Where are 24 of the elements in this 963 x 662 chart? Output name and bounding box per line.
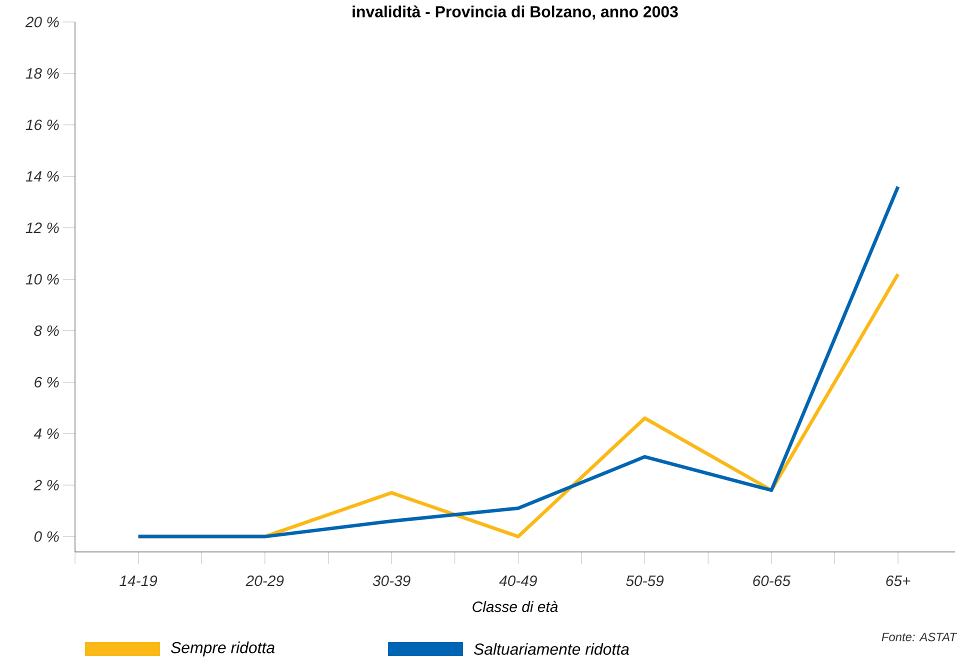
x-tick-label: 65+ (886, 576, 910, 586)
x-tick-label: 20-29 (246, 576, 284, 586)
x-tick-label: 30-39 (372, 576, 410, 586)
source-note: Fonte: ASTAT (882, 632, 958, 642)
legend-label: Sempre ridotta (170, 642, 274, 656)
y-tick-label: 2 % (34, 480, 59, 490)
chart-title: invalidità - Provincia di Bolzano, anno 2003 (352, 6, 678, 20)
y-tick-label: 6 % (34, 376, 59, 388)
x-tick-label: 40-49 (499, 576, 537, 586)
x-axis-title: Classe di età (472, 600, 558, 612)
y-tick-label: 14 % (26, 171, 59, 182)
y-tick-label: 8 % (34, 325, 59, 336)
y-tick-label: 20 % (25, 16, 59, 28)
y-tick-label: 18 % (26, 68, 59, 79)
y-tick-label: 0 % (34, 531, 59, 542)
y-tick-label: 16 % (26, 120, 59, 130)
y-tick-label: 4 % (34, 428, 59, 439)
y-tick-label: 12 % (26, 222, 59, 234)
line-series (136, 184, 900, 538)
x-tick-label: 50-59 (626, 576, 664, 586)
y-tick-label: 10 % (26, 274, 59, 285)
x-tick-label: 14-19 (120, 576, 158, 586)
legend-label: Saltuariamente ridotta (474, 643, 629, 655)
x-tick-label: 60-65 (753, 576, 791, 586)
